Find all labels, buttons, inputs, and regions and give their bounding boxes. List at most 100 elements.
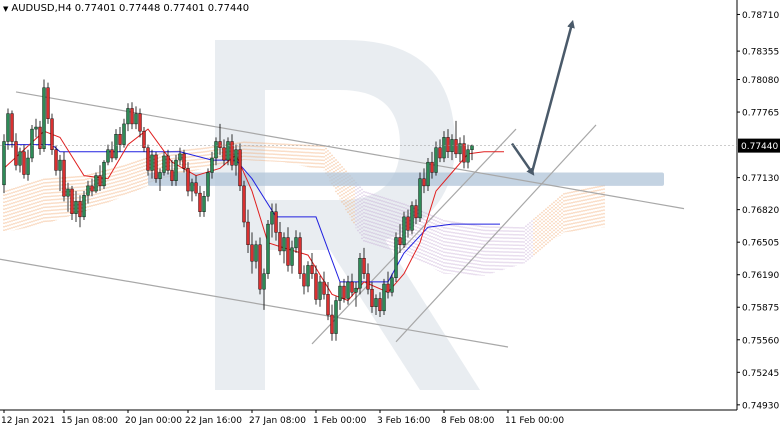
candle-body — [146, 147, 150, 171]
candle-body — [30, 128, 34, 159]
candle-body — [226, 141, 230, 161]
time-axis[interactable]: 12 Jan 2021 15 Jan 08:00 20 Jan 00:00 22 Ja… — [0, 409, 737, 426]
candle-body — [266, 223, 270, 274]
time-tick-label: 12 Jan 2021 — [1, 416, 55, 426]
candle-body — [434, 147, 438, 173]
forecast-arrow — [510, 142, 535, 176]
candlesticks — [2, 79, 474, 341]
candle-body — [298, 237, 302, 274]
ichimoku-lines — [3, 128, 504, 302]
candle-body — [118, 134, 122, 145]
price-tick-label: 0.76505 — [742, 239, 779, 249]
candle-body — [246, 221, 250, 245]
candle-body — [222, 147, 226, 161]
candle-body — [286, 237, 290, 266]
watermark-logo — [215, 40, 480, 390]
price-axis[interactable]: 0.78710 0.78355 0.78080 0.77765 0.77130 0.768… — [0, 0, 780, 411]
candle-body — [282, 237, 286, 252]
candle-body — [18, 151, 22, 166]
candle-body — [82, 194, 86, 218]
candle-body — [398, 237, 402, 245]
candle-body — [74, 201, 78, 214]
candle-body — [134, 113, 138, 125]
price-tick-label: 0.75560 — [742, 336, 779, 346]
candle-body — [262, 273, 266, 290]
candle-body — [78, 201, 82, 218]
candle-body — [42, 87, 46, 149]
candle-body — [318, 281, 322, 300]
candle-body — [470, 145, 474, 150]
candle-body — [306, 265, 310, 287]
candle-body — [6, 113, 10, 142]
candle-body — [334, 300, 338, 334]
current-price-label: 0.77440 — [741, 142, 778, 152]
candle-body — [414, 205, 418, 219]
price-tick-label: 0.76190 — [742, 271, 779, 281]
forecast-arrows — [510, 19, 575, 176]
candle-body — [126, 108, 130, 125]
candle-body — [66, 188, 70, 197]
candle-body — [466, 149, 470, 163]
candle-body — [270, 211, 274, 225]
price-tick-label: 0.77765 — [742, 109, 779, 119]
price-tick-label: 0.78710 — [742, 11, 779, 21]
candle-body — [234, 149, 238, 166]
candle-body — [358, 257, 362, 289]
candle-body — [326, 294, 330, 316]
candle-body — [174, 159, 178, 181]
open-value: 0.77401 — [74, 3, 117, 14]
watermark-r-shape — [215, 40, 480, 390]
candle-body — [330, 314, 334, 334]
candle-body — [390, 277, 394, 293]
channel-line-ascending-outer — [395, 124, 597, 343]
candle-body — [254, 244, 258, 262]
candle-body — [178, 153, 182, 161]
candle-body — [34, 126, 38, 130]
candle-body — [102, 161, 106, 187]
candle-body — [394, 237, 398, 279]
candle-body — [462, 143, 466, 163]
candle-body — [202, 196, 206, 212]
candle-body — [278, 232, 282, 252]
candle-body — [50, 118, 54, 150]
candle-body — [162, 155, 166, 173]
candle-body — [338, 285, 342, 301]
candle-body — [294, 237, 298, 249]
candle-body — [310, 265, 314, 274]
candle-body — [422, 178, 426, 187]
tenkan-line — [3, 128, 504, 302]
price-tick-label: 0.74930 — [742, 401, 779, 411]
price-tick-label: 0.78080 — [742, 76, 779, 86]
forecast-arrow — [530, 19, 575, 173]
symbol-label: AUDUSD,H4 — [11, 3, 72, 14]
candle-body — [214, 141, 218, 159]
candle-body — [150, 154, 154, 171]
candle-body — [86, 185, 90, 196]
candle-body — [94, 175, 98, 192]
candle-body — [374, 298, 378, 307]
price-tick-label: 0.76820 — [742, 206, 779, 216]
price-tick-label: 0.78355 — [742, 48, 779, 58]
channel-line-lower-descending — [0, 258, 509, 348]
time-tick-label: 20 Jan 00:00 — [125, 416, 182, 426]
candle-body — [122, 123, 126, 145]
candle-body — [314, 273, 318, 300]
candle-body — [242, 185, 246, 223]
triangle-down-icon[interactable]: ▼ — [3, 4, 9, 13]
time-tick-label: 22 Jan 16:00 — [185, 416, 242, 426]
candle-body — [22, 151, 26, 175]
candle-body — [58, 159, 62, 171]
symbol-header: ▼ AUDUSD,H4 0.77401 0.77448 0.77401 0.77… — [3, 3, 250, 14]
candle-body — [258, 244, 262, 290]
candle-body — [138, 113, 142, 132]
candle-body — [14, 141, 18, 166]
low-value: 0.77401 — [163, 3, 205, 14]
price-tick-label: 0.75875 — [742, 304, 779, 314]
candle-body — [154, 154, 158, 179]
price-tick-label: 0.77130 — [742, 174, 779, 184]
candle-body — [442, 137, 446, 159]
channel-line-ascending-inner — [311, 128, 517, 345]
candle-body — [274, 211, 278, 233]
